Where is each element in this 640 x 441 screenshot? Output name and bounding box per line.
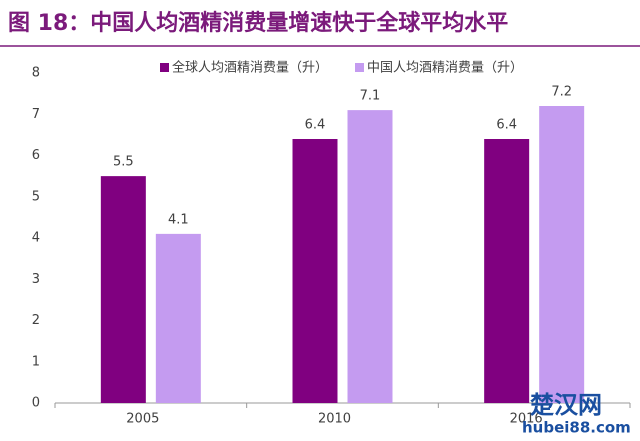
legend-label: 全球人均酒精消费量（升） (172, 60, 328, 76)
bar (539, 106, 585, 403)
value-label: 6.4 (496, 118, 517, 133)
watermark-url: hubei88.com (522, 419, 631, 437)
legend-label: 中国人均酒精消费量（升） (367, 61, 523, 76)
value-label: 7.1 (360, 89, 381, 104)
x-tick-label: 2016 (510, 412, 543, 427)
bar (292, 139, 338, 403)
y-tick-label: 4 (32, 231, 40, 246)
bar (100, 176, 146, 403)
y-tick-label: 5 (32, 189, 40, 204)
legend-swatch (355, 63, 364, 72)
bar (155, 233, 201, 403)
y-tick-label: 1 (32, 354, 40, 369)
bar (484, 139, 530, 403)
y-tick-label: 8 (32, 66, 40, 81)
y-tick-label: 0 (32, 396, 40, 411)
value-label: 6.4 (305, 118, 326, 133)
y-tick-label: 7 (32, 107, 40, 122)
y-tick-label: 6 (32, 148, 40, 163)
legend-swatch (160, 63, 169, 72)
value-label: 4.1 (168, 212, 189, 227)
x-tick-label: 2005 (126, 412, 159, 427)
watermark-name: 楚汉网 (530, 391, 602, 419)
value-label: 5.5 (113, 155, 134, 170)
y-tick-label: 2 (32, 313, 40, 328)
bar (347, 110, 393, 403)
value-label: 7.2 (551, 85, 572, 100)
y-tick-label: 3 (32, 272, 40, 287)
chart-title: 图 18：中国人均酒精消费量增速快于全球平均水平 (8, 10, 508, 36)
x-tick-label: 2010 (318, 412, 351, 427)
